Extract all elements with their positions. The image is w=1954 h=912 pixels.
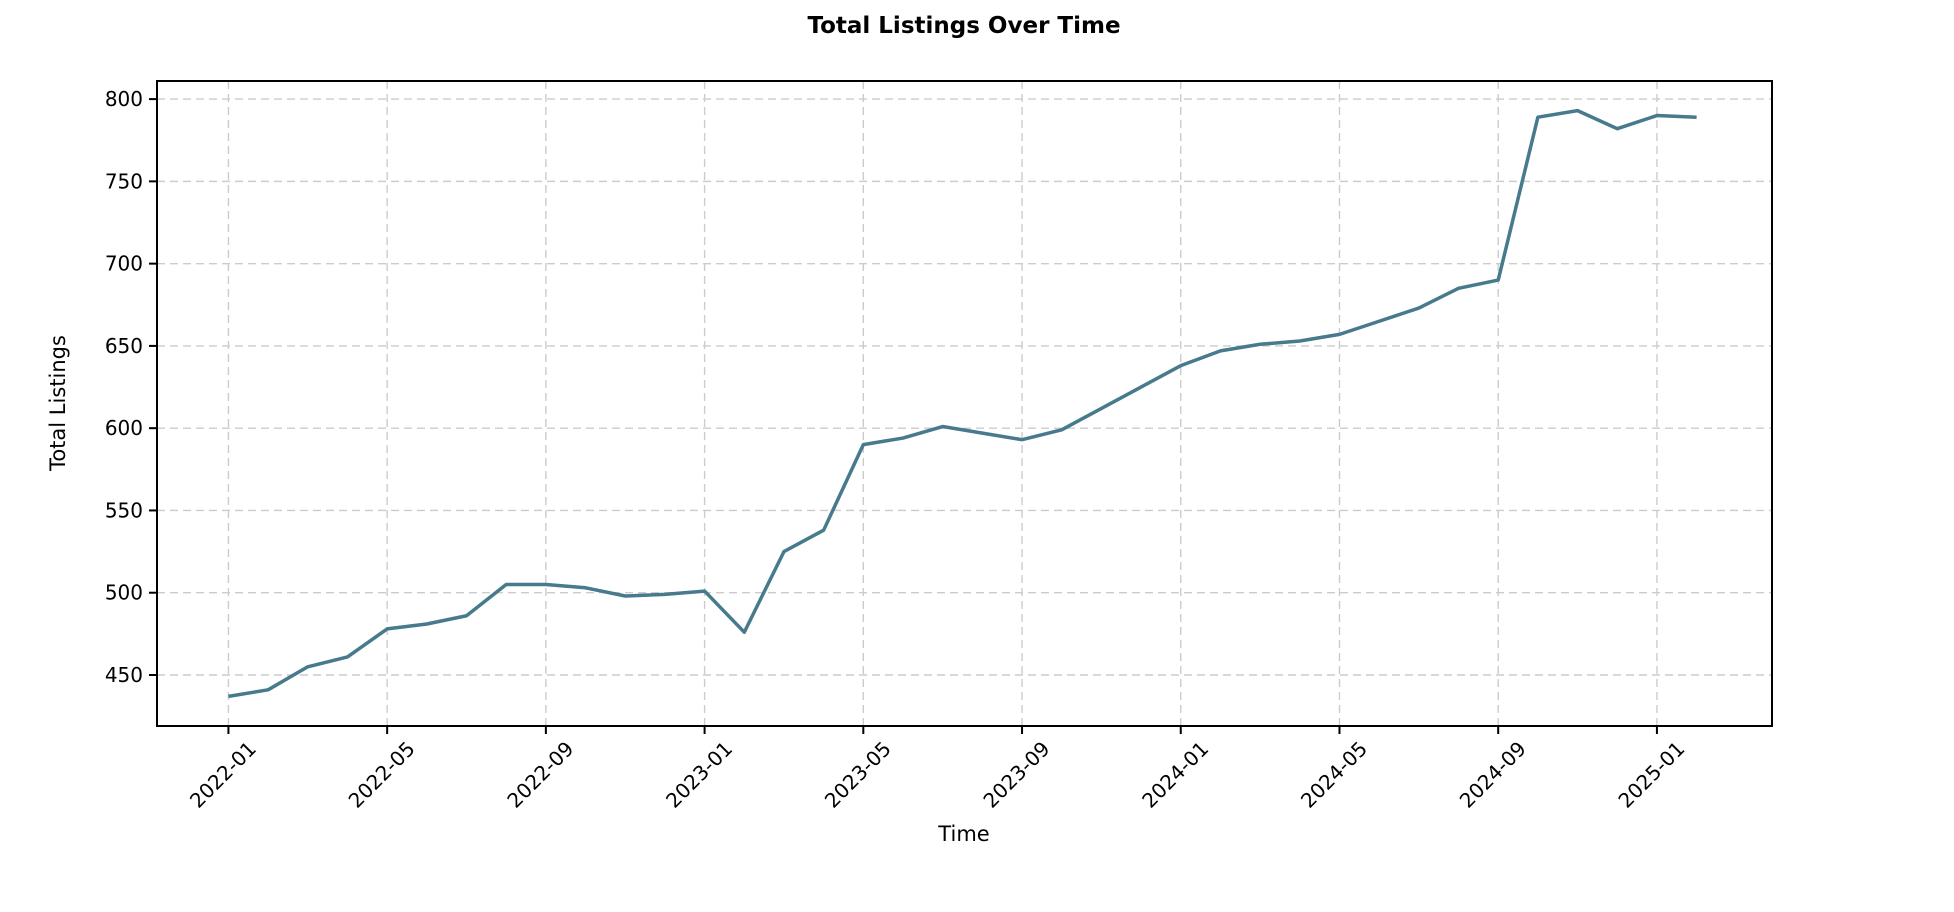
y-tick-label: 450 xyxy=(105,663,143,687)
y-tick-label: 500 xyxy=(105,581,143,605)
x-tick-label: 2023-01 xyxy=(661,737,737,813)
x-tick-label: 2023-05 xyxy=(820,737,896,813)
y-tick-label: 750 xyxy=(105,169,143,193)
y-tick-label: 550 xyxy=(105,498,143,522)
y-tick-label: 800 xyxy=(105,87,143,111)
y-tick-label: 700 xyxy=(105,252,143,276)
chart-title: Total Listings Over Time xyxy=(807,13,1121,39)
x-tick-label: 2025-01 xyxy=(1613,737,1689,813)
total-listings-line xyxy=(228,108,1697,699)
y-tick-label: 650 xyxy=(105,334,143,358)
x-tick-label: 2022-05 xyxy=(344,737,420,813)
plot-border xyxy=(156,80,1773,727)
x-tick-label: 2022-09 xyxy=(502,737,578,813)
x-tick-label: 2022-01 xyxy=(185,737,261,813)
x-tick-label: 2024-01 xyxy=(1137,737,1213,813)
x-tick-label: 2024-09 xyxy=(1455,737,1531,813)
x-tick-label: 2023-09 xyxy=(979,737,1055,813)
x-tick-label: 2024-05 xyxy=(1296,737,1372,813)
x-axis-label: Time xyxy=(938,822,990,846)
y-tick-label: 600 xyxy=(105,416,143,440)
y-axis-label: Total Listings xyxy=(46,335,70,471)
